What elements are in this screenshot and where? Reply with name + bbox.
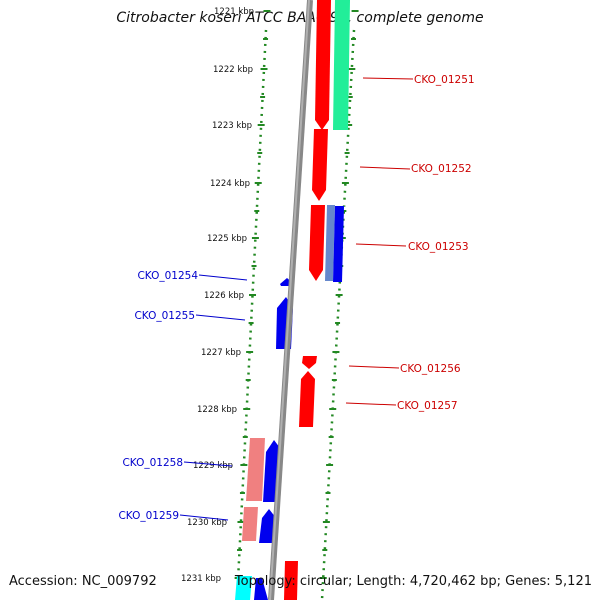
gene-label-cko-01253[interactable]: CKO_01253 xyxy=(408,241,469,253)
gene-label-cko-01251[interactable]: CKO_01251 xyxy=(414,74,475,86)
gene-label-cko-01254[interactable]: CKO_01254 xyxy=(137,270,198,282)
gene-label-cko-01257[interactable]: CKO_01257 xyxy=(397,400,458,412)
gene-block-blue[interactable] xyxy=(333,206,344,282)
genome-backbone-highlight xyxy=(269,0,310,600)
kbp-label: 1230 kbp xyxy=(187,518,227,528)
gene-label-cko-01256[interactable]: CKO_01256 xyxy=(400,363,461,375)
leader-line-cko-01257 xyxy=(345,402,397,406)
kbp-label: 1221 kbp xyxy=(214,7,254,17)
kbp-label: 1226 kbp xyxy=(204,291,244,301)
separator xyxy=(243,502,281,508)
kbp-ticks xyxy=(234,10,359,579)
gene-arrow-cko-01251[interactable] xyxy=(315,0,331,130)
forward-strand-genes xyxy=(242,0,344,600)
kbp-label: 1228 kbp xyxy=(197,405,237,415)
kbp-label: 1231 kbp xyxy=(181,574,221,584)
kbp-label: 1225 kbp xyxy=(207,234,247,244)
gene-arrow-cko-01259[interactable] xyxy=(259,509,276,543)
cds-block-green[interactable] xyxy=(333,0,350,130)
gene-label-cko-01255[interactable]: CKO_01255 xyxy=(134,310,195,322)
leader-line-cko-01251 xyxy=(362,77,414,80)
gene-label-cko-01259[interactable]: CKO_01259 xyxy=(118,510,179,522)
label-leaders xyxy=(179,77,414,521)
kbp-label: 1222 kbp xyxy=(213,65,253,75)
kbp-label: 1223 kbp xyxy=(212,121,252,131)
leader-line-cko-01254 xyxy=(198,274,248,281)
gene-label-group: CKO_01251 CKO_01252 CKO_01253 CKO_01254 … xyxy=(118,74,474,522)
gene-arrow-cko-01253[interactable] xyxy=(309,205,325,281)
cds-block-cyan[interactable] xyxy=(235,576,252,600)
leader-line-cko-01259 xyxy=(179,514,229,521)
gene-label-cko-01258[interactable]: CKO_01258 xyxy=(122,457,183,469)
gene-label-cko-01252[interactable]: CKO_01252 xyxy=(411,163,472,175)
leader-line-cko-01258 xyxy=(183,461,233,467)
gene-arrow-cko-01257[interactable] xyxy=(299,371,315,427)
leader-line-cko-01256 xyxy=(348,365,400,369)
gene-block-pink-1[interactable] xyxy=(246,438,265,501)
leader-line-cko-01253 xyxy=(355,243,407,247)
map-title: Citrobacter koseri ATCC BAA-895, complet… xyxy=(116,10,484,26)
kbp-label: 1229 kbp xyxy=(193,461,233,471)
kbp-label-group: 1221 kbp 1222 kbp 1223 kbp 1224 kbp 1225… xyxy=(181,7,254,584)
gene-arrow-blue-partial[interactable] xyxy=(254,578,268,600)
accession-text: Accession: NC_009792 xyxy=(9,574,157,589)
gene-block-steel[interactable] xyxy=(325,205,335,281)
gene-arrow-cko-01252[interactable] xyxy=(312,129,328,201)
leader-line-cko-01255 xyxy=(195,314,246,321)
genome-summary-text: Topology: circular; Length: 4,720,462 bp… xyxy=(234,574,592,589)
gene-separators xyxy=(243,200,347,508)
kbp-label: 1224 kbp xyxy=(210,179,250,189)
separator xyxy=(311,200,347,206)
leader-line-cko-01252 xyxy=(359,166,411,170)
gene-arrow-red-partial[interactable] xyxy=(284,561,298,600)
kbp-label: 1227 kbp xyxy=(201,348,241,358)
gene-arrow-cko-01256[interactable] xyxy=(302,356,317,369)
gene-block-pink-2[interactable] xyxy=(242,507,258,541)
cds-track-outer xyxy=(235,0,350,600)
